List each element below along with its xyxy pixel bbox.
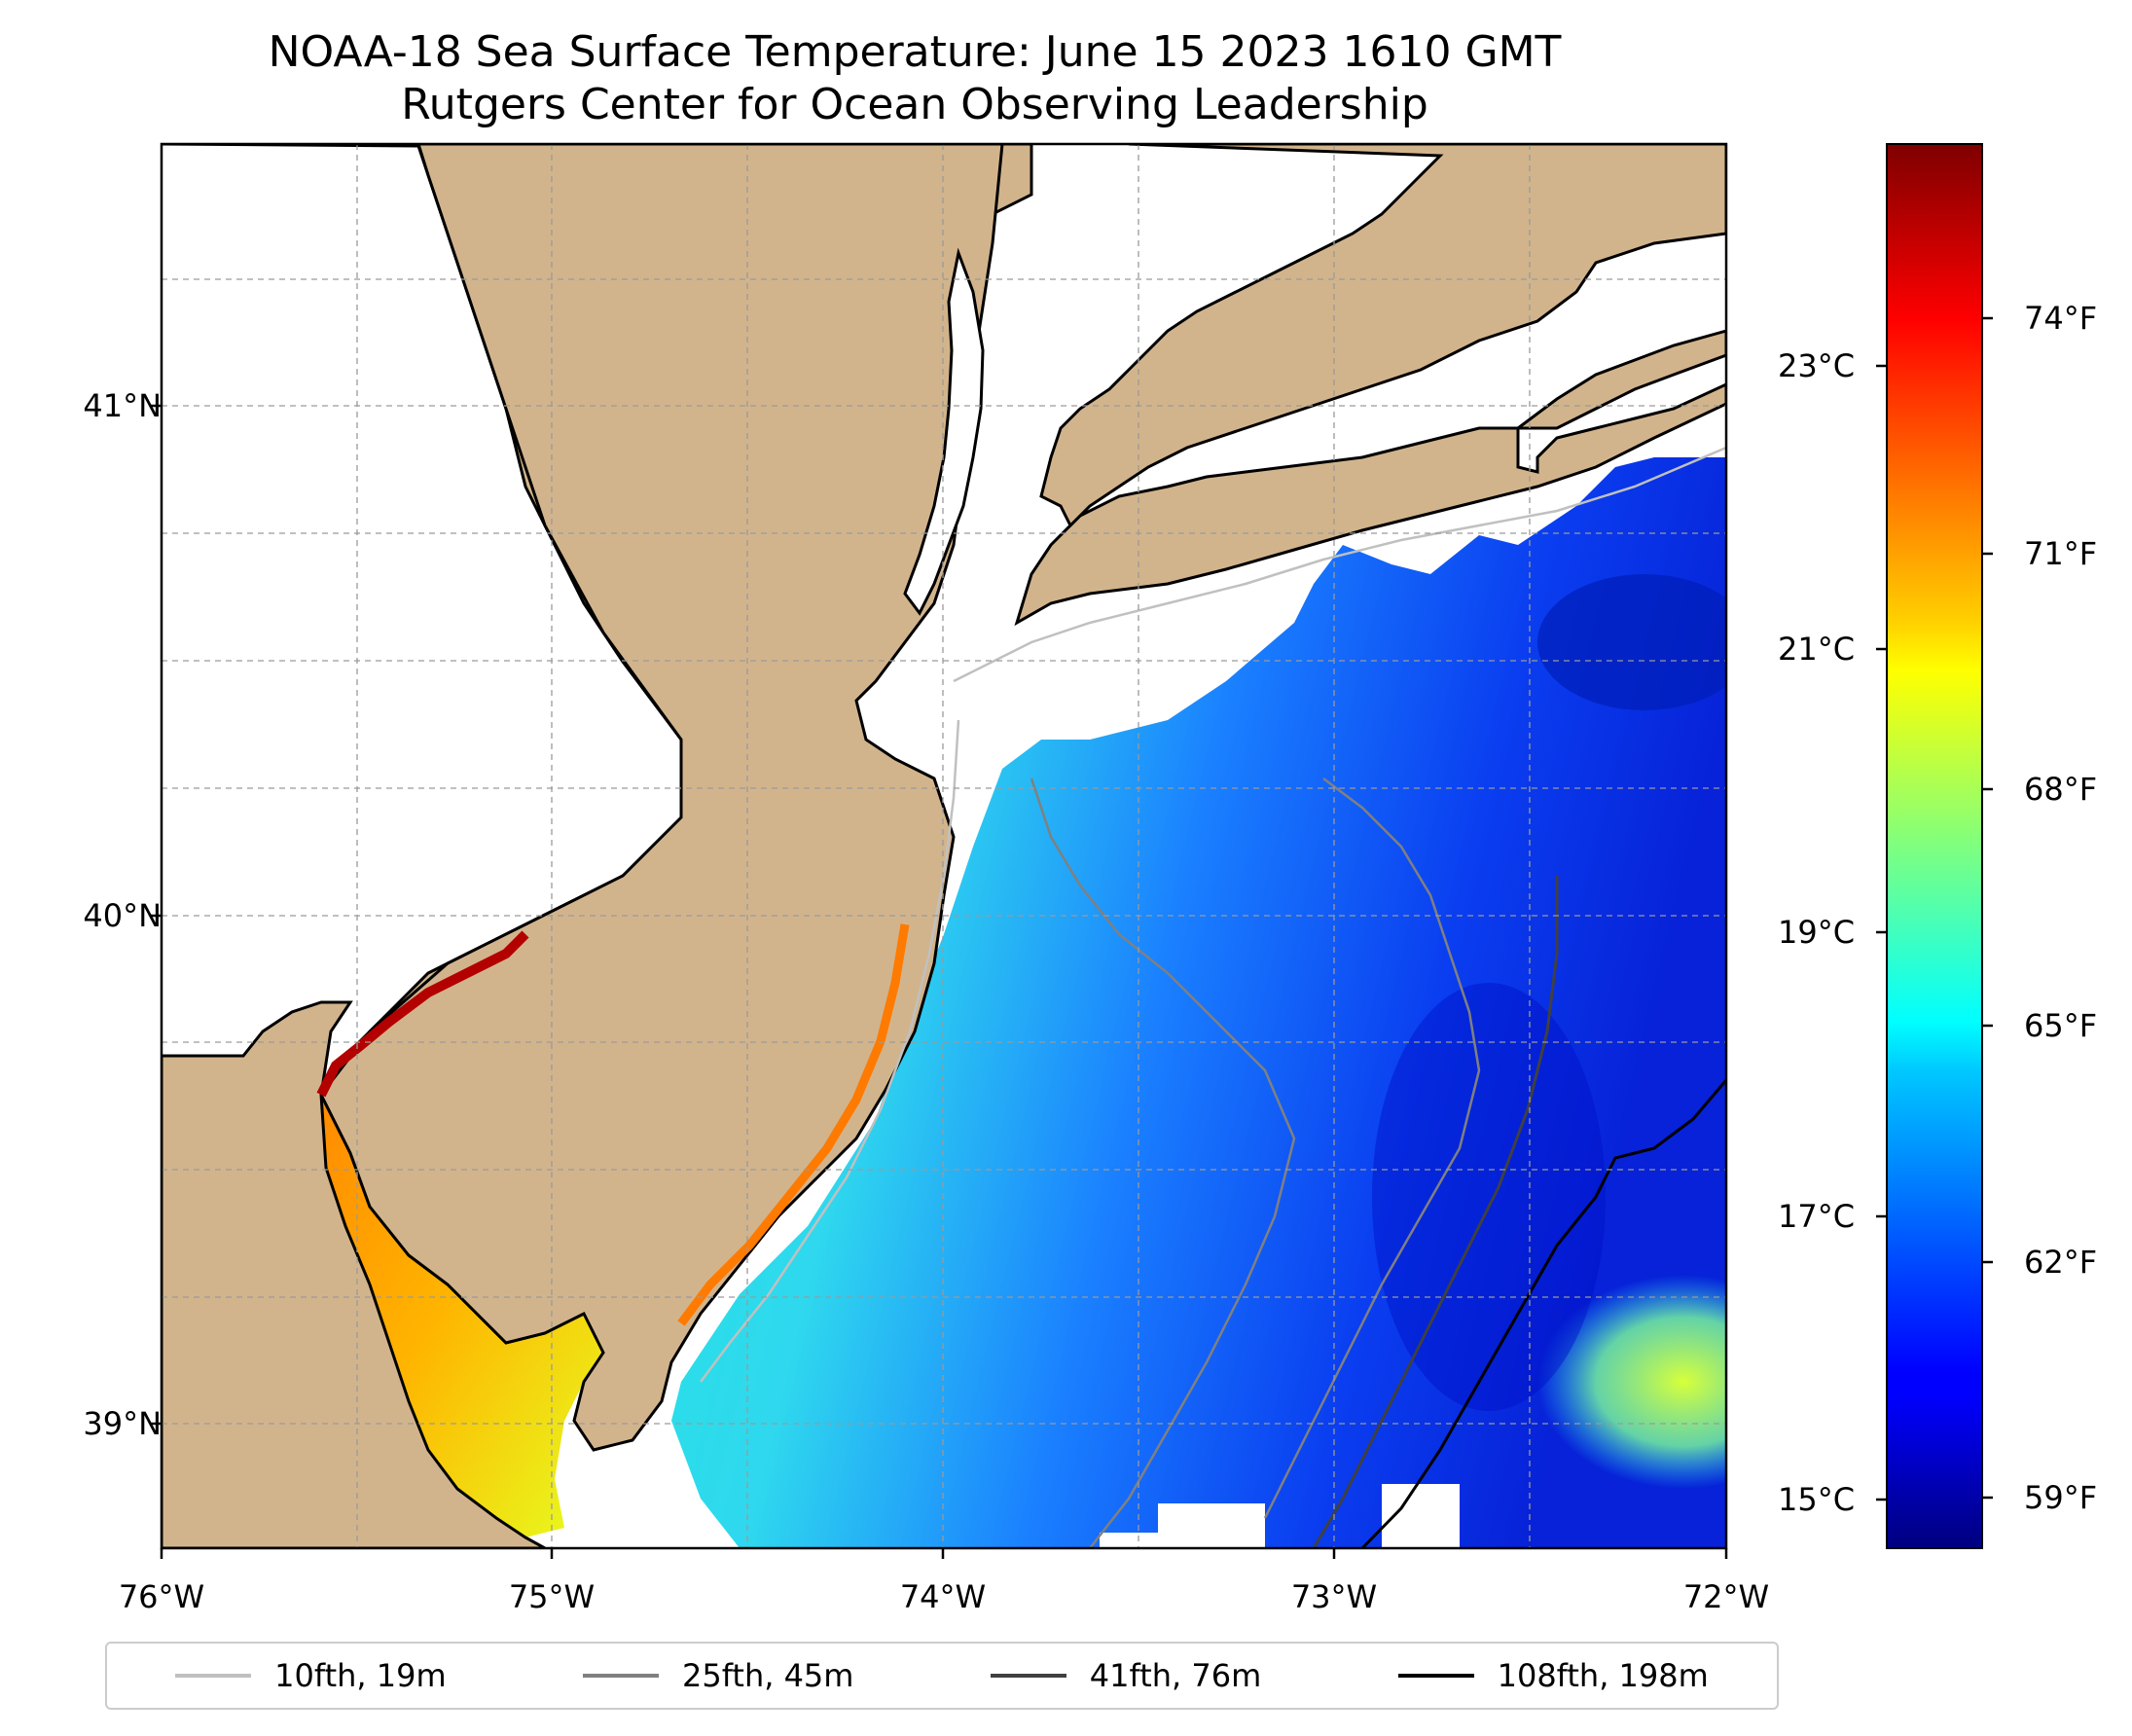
colorbar-fahrenheit-label: 59°F <box>2024 1479 2098 1516</box>
warm-water-patch <box>1537 1275 1726 1489</box>
land-new-jersey <box>319 144 1004 1452</box>
legend-item: 25fth, 45m <box>582 1657 854 1694</box>
cold-band-patch <box>1372 983 1606 1411</box>
contour-25fth <box>1030 778 1296 1548</box>
legend-line-swatch <box>175 1674 252 1678</box>
map-area <box>162 144 1726 1548</box>
legend-label: 10fth, 19m <box>274 1657 447 1694</box>
lat-tick-label: 40°N <box>83 897 162 934</box>
legend-item: 41fth, 76m <box>990 1657 1262 1694</box>
contour-41fth <box>1312 876 1559 1548</box>
legend-item: 10fth, 19m <box>175 1657 447 1694</box>
legend-line-swatch <box>990 1674 1066 1678</box>
colorbar-celsius-label: 21°C <box>1778 631 1856 668</box>
colorbar-fahrenheit-label: 65°F <box>2024 1007 2098 1044</box>
legend-label: 41fth, 76m <box>1089 1657 1262 1694</box>
lon-tick-label: 73°W <box>1290 1578 1378 1615</box>
contour-legend: 10fth, 19m 25fth, 45m 41fth, 76m 108fth,… <box>105 1642 1779 1710</box>
legend-item: 108fth, 198m <box>1397 1657 1709 1694</box>
colorbar-celsius-label: 15°C <box>1778 1481 1856 1518</box>
lon-tick-label: 76°W <box>118 1578 205 1615</box>
lon-tick-label: 75°W <box>508 1578 596 1615</box>
land-connecticut <box>1039 144 1726 528</box>
no-data-patch <box>1158 1503 1265 1548</box>
contour-108fth <box>1360 1079 1726 1548</box>
legend-line-swatch <box>1397 1674 1474 1678</box>
colorbar-celsius-label: 23°C <box>1778 347 1856 384</box>
chart-subtitle: Rutgers Center for Ocean Observing Leade… <box>401 80 1428 129</box>
land-delmarva <box>162 1000 546 1548</box>
bathymetry-contours <box>700 446 1726 1548</box>
cold-core-patch <box>1537 574 1726 710</box>
legend-label: 25fth, 45m <box>681 1657 854 1694</box>
colorbar-fahrenheit-label: 62°F <box>2024 1244 2098 1281</box>
colorbar-fahrenheit-label: 74°F <box>2024 300 2098 337</box>
contour-25fth <box>1263 778 1481 1519</box>
colorbar-fahrenheit-label: 71°F <box>2024 535 2098 572</box>
lat-tick-label: 39°N <box>83 1405 162 1442</box>
coastal-warm-strip <box>677 923 910 1326</box>
colorbar-fahrenheit-label: 68°F <box>2024 771 2098 808</box>
colorbar <box>1886 143 1983 1549</box>
legend-line-swatch <box>582 1674 659 1678</box>
colorbar-ticks <box>1876 316 1993 1501</box>
contour-10fth <box>700 719 960 1383</box>
legend-label: 108fth, 198m <box>1497 1657 1709 1694</box>
delaware-river-sst <box>316 930 529 1098</box>
lon-tick-label: 74°W <box>899 1578 987 1615</box>
no-data-patch <box>1100 1533 1158 1548</box>
colorbar-celsius-label: 19°C <box>1778 914 1856 951</box>
delaware-bay-sst <box>321 1095 603 1537</box>
chart-title: NOAA-18 Sea Surface Temperature: June 15… <box>268 27 1562 77</box>
lat-tick-label: 41°N <box>83 387 162 424</box>
axis-ticks <box>151 404 1728 1559</box>
graticule <box>162 144 1726 1548</box>
colorbar-celsius-label: 17°C <box>1778 1198 1856 1235</box>
contour-10fth <box>953 446 1726 683</box>
land-li-north-fork <box>1513 329 1726 430</box>
hudson-river <box>903 247 985 616</box>
lon-tick-label: 72°W <box>1682 1578 1770 1615</box>
